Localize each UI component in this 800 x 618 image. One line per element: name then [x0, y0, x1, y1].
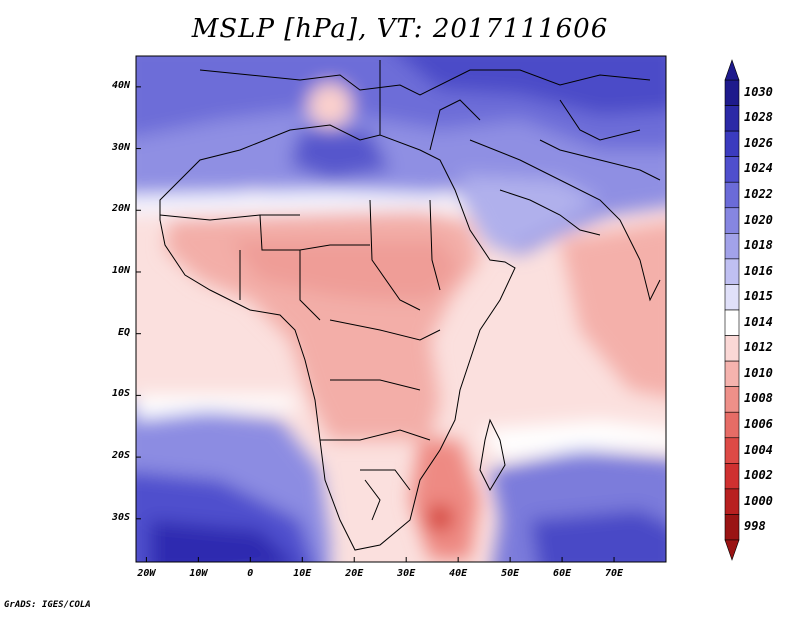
- colorbar-level-label: 1010: [744, 365, 773, 380]
- colorbar-swatch: [724, 156, 740, 183]
- colorbar-bottom-arrow: [724, 539, 740, 561]
- colorbar-swatch: [724, 207, 740, 234]
- credit-text: GrADS: IGES/COLA: [4, 600, 91, 610]
- colorbar-swatch: [724, 284, 740, 311]
- colorbar-level-label: 1022: [744, 187, 773, 201]
- colorbar-swatch: [724, 258, 740, 285]
- lon-label: 0: [247, 568, 254, 579]
- lon-label: 60E: [553, 568, 572, 579]
- colorbar-level-label: 1008: [744, 391, 773, 406]
- colorbar-level-label: 1006: [744, 417, 773, 431]
- colorbar-swatch: [724, 79, 740, 106]
- colorbar: [724, 59, 740, 561]
- lon-label: 20E: [345, 568, 364, 579]
- colorbar-level-label: 1002: [744, 468, 773, 483]
- colorbar-top-arrow: [724, 59, 740, 81]
- lat-label: 20N: [111, 203, 130, 215]
- lon-label: 20W: [137, 568, 156, 579]
- colorbar-level-label: 998: [744, 519, 766, 534]
- lat-label: 30S: [111, 511, 130, 523]
- colorbar-level-label: 1018: [744, 238, 773, 253]
- lat-label: 30N: [111, 141, 130, 153]
- colorbar-swatch: [724, 411, 740, 439]
- lon-label: 70E: [605, 568, 624, 579]
- lon-label: 30E: [397, 568, 416, 579]
- lon-label: 40E: [449, 568, 468, 579]
- colorbar-level-label: 1030: [744, 84, 773, 99]
- lon-label: 10E: [293, 568, 312, 579]
- colorbar-level-label: 1016: [744, 263, 773, 278]
- colorbar-swatch: [724, 514, 740, 541]
- colorbar-swatch: [724, 386, 740, 413]
- colorbar-swatch: [724, 463, 740, 490]
- colorbar-level-label: 1014: [744, 314, 773, 329]
- colorbar-swatch: [724, 130, 740, 157]
- colorbar-swatch: [724, 309, 740, 336]
- colorbar-level-label: 1004: [744, 442, 773, 457]
- coastlines: [159, 60, 661, 551]
- axis-ticks: [136, 86, 615, 562]
- pressure-field: [136, 56, 666, 562]
- colorbar-level-label: 1026: [744, 135, 773, 150]
- colorbar-swatch: [724, 488, 740, 515]
- colorbar-level-label: 1024: [744, 161, 773, 176]
- lon-label: 10W: [189, 568, 208, 579]
- colorbar-level-label: 1012: [744, 340, 773, 355]
- map-title: MSLP [hPa], VT: 2017111606: [191, 14, 609, 44]
- colorbar-swatch: [724, 181, 740, 209]
- lat-label: 40N: [111, 79, 130, 91]
- lon-label: 50E: [501, 568, 520, 579]
- colorbar-level-label: 1015: [744, 289, 773, 304]
- lat-label: 20S: [111, 450, 130, 462]
- colorbar-swatch: [724, 233, 740, 260]
- colorbar-swatch: [724, 437, 740, 464]
- colorbar-swatch: [724, 105, 740, 132]
- colorbar-level-label: 1028: [744, 110, 773, 125]
- lat-label: 10S: [111, 388, 130, 400]
- lat-label: 10N: [111, 264, 130, 276]
- colorbar-level-label: 1020: [744, 212, 773, 227]
- lat-label: EQ: [117, 326, 130, 338]
- colorbar-swatch: [724, 360, 740, 387]
- colorbar-swatch: [724, 335, 740, 362]
- colorbar-level-label: 1000: [744, 493, 773, 508]
- plot-frame: [135, 55, 667, 563]
